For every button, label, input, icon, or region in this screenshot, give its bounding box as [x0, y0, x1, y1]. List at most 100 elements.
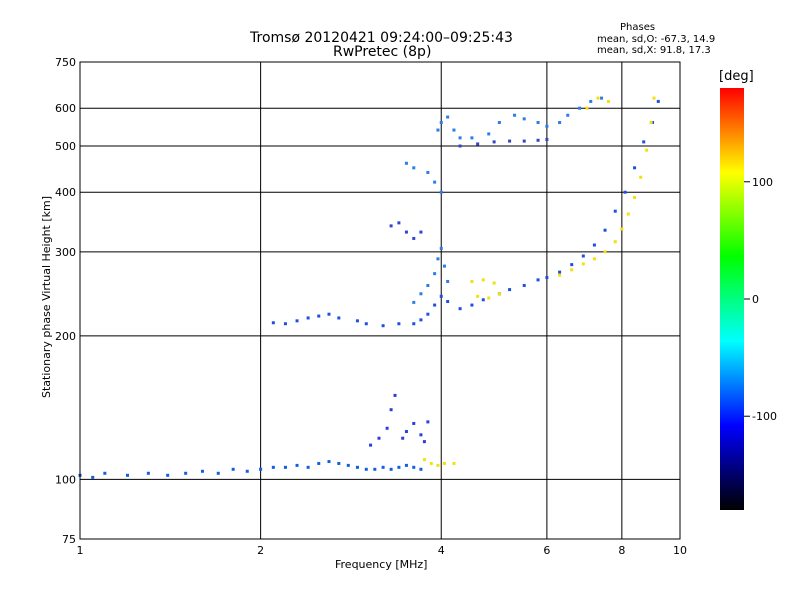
data-points-layer: [78, 96, 660, 479]
data-point: [481, 298, 485, 302]
data-point: [545, 137, 549, 141]
data-point: [446, 115, 450, 119]
plot-frame: [79, 61, 681, 540]
colorbar-tick-label: 0: [752, 293, 759, 306]
phases-o-stats: mean, sd,O: -67.3, 14.9: [597, 34, 716, 45]
data-point: [412, 300, 416, 304]
data-point: [558, 270, 562, 274]
x-tick-label: 10: [673, 544, 687, 557]
data-point: [373, 467, 377, 471]
data-point: [355, 319, 359, 323]
data-point: [652, 96, 656, 100]
data-point: [633, 166, 637, 170]
data-point: [558, 273, 562, 277]
data-point: [327, 312, 331, 316]
data-point: [397, 221, 401, 225]
data-point: [442, 461, 446, 465]
data-point: [426, 283, 430, 287]
data-point: [513, 113, 517, 117]
data-point: [603, 250, 607, 254]
data-point: [245, 469, 249, 473]
phases-x-stats: mean, sd,X: 91.8, 17.3: [597, 45, 711, 56]
data-point: [458, 136, 462, 140]
data-point: [633, 195, 637, 199]
y-tick-label: 100: [55, 473, 76, 486]
data-point: [317, 314, 321, 318]
y-tick-label: 200: [55, 330, 76, 343]
y-tick-label: 400: [55, 186, 76, 199]
data-point: [436, 257, 440, 261]
data-point: [419, 292, 423, 296]
data-point: [476, 142, 480, 146]
data-point: [389, 408, 393, 412]
data-point: [452, 461, 456, 465]
data-point: [497, 121, 501, 125]
colorbar-tick-label: -100: [752, 410, 777, 423]
data-point: [613, 209, 617, 213]
data-point: [166, 473, 170, 477]
data-point: [422, 458, 426, 462]
data-point: [426, 170, 430, 174]
y-tick-label: 300: [55, 246, 76, 259]
data-point: [337, 316, 341, 320]
y-tick-label: 600: [55, 102, 76, 115]
data-point: [470, 136, 474, 140]
data-point: [446, 300, 450, 304]
data-point: [103, 471, 107, 475]
data-point: [412, 166, 416, 170]
data-point: [271, 321, 275, 325]
colorbar-tick-label: 100: [752, 176, 773, 189]
data-point: [536, 138, 540, 142]
data-point: [412, 421, 416, 425]
data-point: [369, 443, 373, 447]
data-point: [419, 467, 423, 471]
data-point: [606, 99, 610, 103]
data-point: [508, 139, 512, 143]
data-point: [566, 113, 570, 117]
data-point: [337, 461, 341, 465]
x-tick-label: 8: [618, 544, 625, 557]
data-point: [620, 227, 624, 231]
grid-layer: [80, 62, 680, 539]
chart-title: Tromsø 20120421 09:24:00–09:25:43: [250, 30, 513, 46]
data-point: [649, 121, 653, 125]
data-point: [389, 224, 393, 228]
data-point: [570, 263, 574, 267]
data-point: [581, 262, 585, 266]
data-point: [596, 96, 600, 100]
data-point: [422, 440, 426, 444]
data-point: [585, 106, 589, 110]
data-point: [642, 140, 646, 144]
data-point: [603, 228, 607, 232]
data-point: [570, 268, 574, 272]
y-tick-label: 750: [55, 56, 76, 69]
data-point: [536, 121, 540, 125]
data-point: [295, 463, 299, 467]
data-point: [327, 460, 331, 464]
x-axis-label: Frequency [MHz]: [335, 558, 428, 571]
data-point: [558, 121, 562, 125]
x-tick-label: 2: [257, 544, 264, 557]
data-point: [656, 99, 660, 103]
data-point: [126, 473, 130, 477]
data-point: [487, 296, 491, 300]
data-point: [508, 288, 512, 292]
data-point: [592, 257, 596, 261]
data-point: [91, 475, 95, 479]
data-point: [385, 426, 389, 430]
data-point: [446, 279, 450, 283]
colorbar: [720, 88, 744, 510]
axis-layer: 1 2 4 6 8 10 75 100 200 300 400 500 600 750: [55, 56, 687, 557]
x-tick-label: 4: [438, 544, 445, 557]
data-point: [481, 278, 485, 282]
colorbar-ticks-layer: 100 0 -100: [744, 176, 777, 423]
data-point: [626, 212, 630, 216]
data-point: [404, 463, 408, 467]
data-point: [439, 121, 443, 125]
data-point: [522, 117, 526, 121]
x-tick-label: 6: [543, 544, 550, 557]
data-point: [381, 324, 385, 328]
data-point: [476, 294, 480, 298]
data-point: [578, 106, 582, 110]
